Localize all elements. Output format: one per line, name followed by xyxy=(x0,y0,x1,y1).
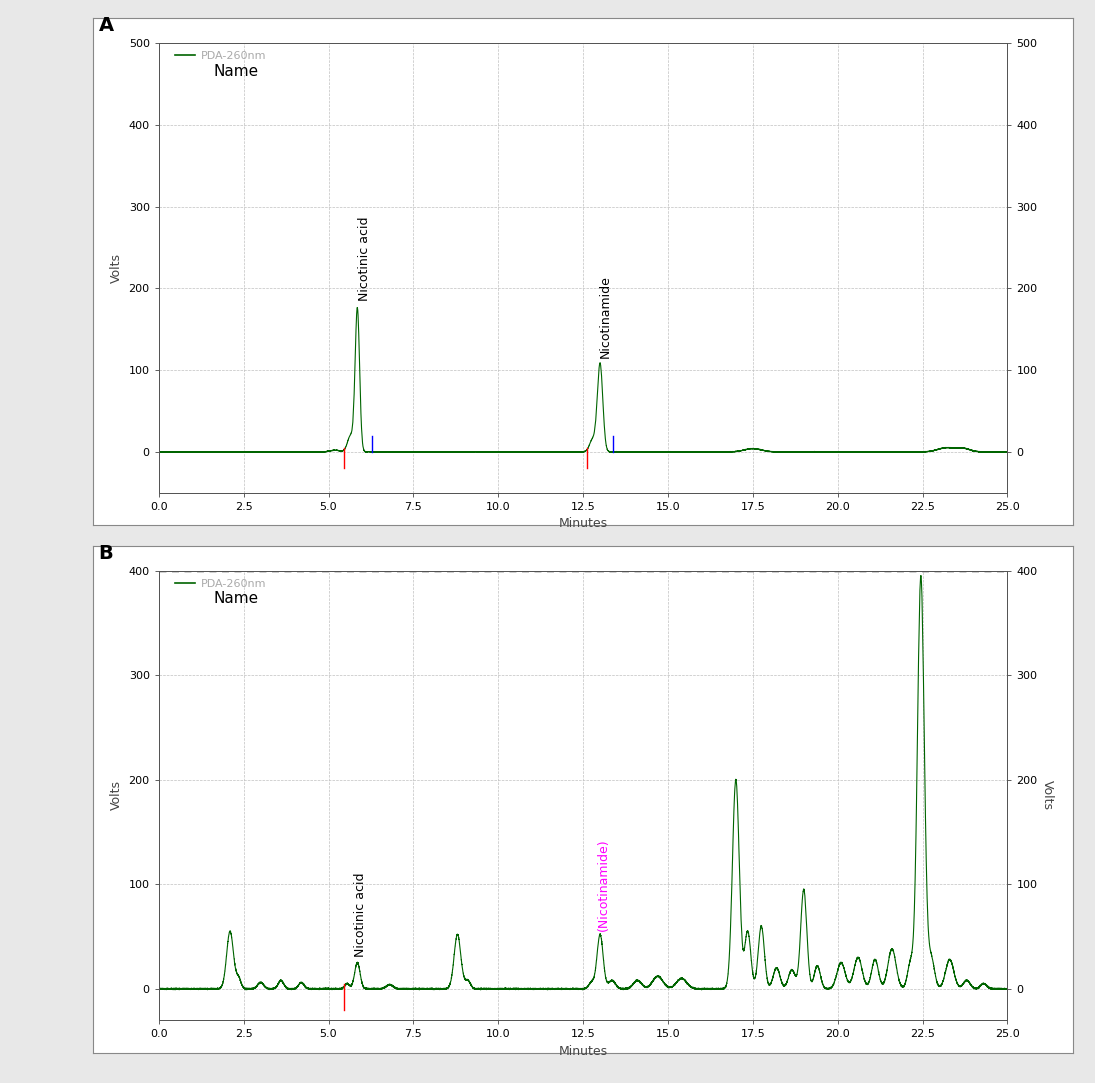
Text: Name: Name xyxy=(214,591,260,606)
Legend: PDA-260nm: PDA-260nm xyxy=(173,576,268,590)
Text: Name: Name xyxy=(214,64,260,79)
Text: Nicotinic acid: Nicotinic acid xyxy=(358,217,370,301)
Y-axis label: Volts: Volts xyxy=(111,253,123,283)
X-axis label: Minutes: Minutes xyxy=(558,518,608,531)
Text: Nicotinic acid: Nicotinic acid xyxy=(355,873,367,957)
Text: Nicotinamide: Nicotinamide xyxy=(599,275,612,357)
Text: B: B xyxy=(99,544,113,563)
X-axis label: Minutes: Minutes xyxy=(558,1045,608,1058)
Y-axis label: Volts: Volts xyxy=(1041,781,1054,810)
Text: (Nicotinamide): (Nicotinamide) xyxy=(597,838,610,931)
Text: A: A xyxy=(99,16,114,36)
Y-axis label: Volts: Volts xyxy=(111,781,123,810)
Legend: PDA-260nm: PDA-260nm xyxy=(173,49,268,63)
